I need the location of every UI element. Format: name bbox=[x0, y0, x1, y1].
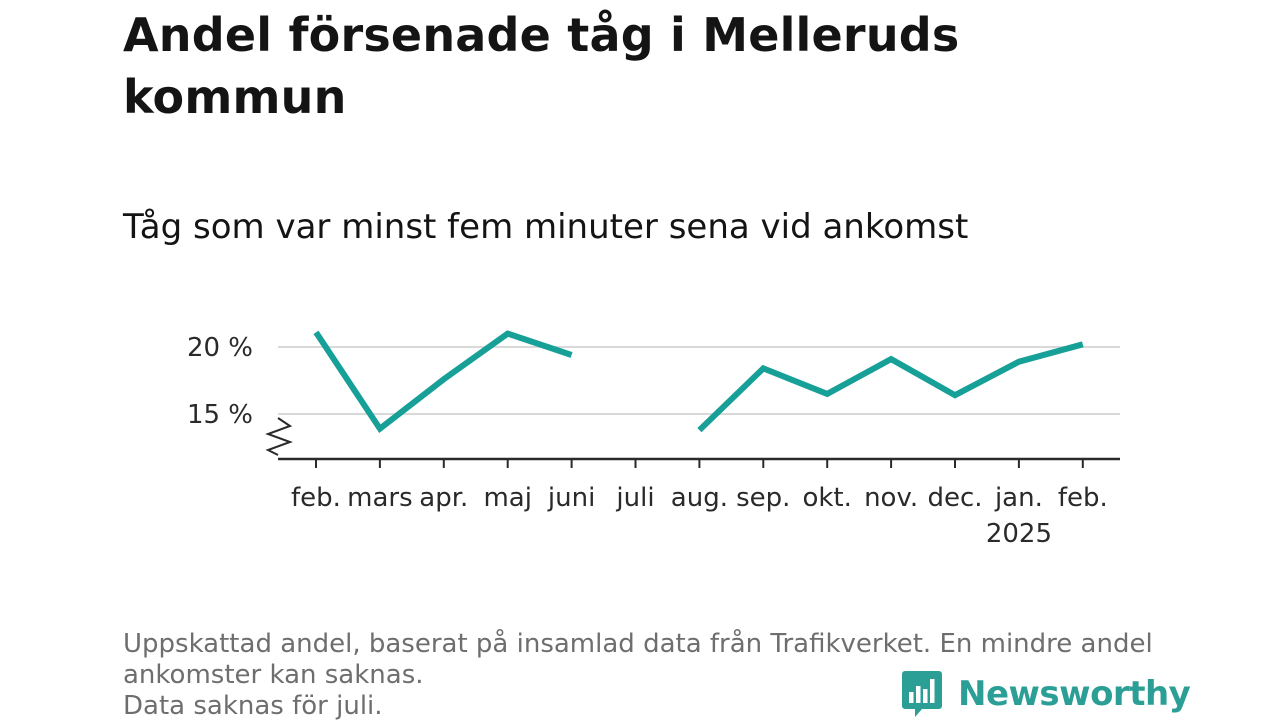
x-tick-label: mars bbox=[347, 483, 413, 513]
gridlines bbox=[278, 346, 1120, 415]
axis-break-icon bbox=[265, 417, 293, 456]
x-tick-label: aug. bbox=[671, 483, 728, 513]
y-tick-label: 15 % bbox=[187, 400, 253, 430]
x-tick-label: sep. bbox=[736, 483, 790, 513]
x-tick-label: nov. bbox=[864, 483, 918, 513]
x-tick-label: dec. bbox=[927, 483, 982, 513]
x-tick-year-label: 2025 bbox=[986, 519, 1052, 549]
x-tick-label: jan. bbox=[994, 483, 1043, 513]
x-tick-label: juli bbox=[615, 483, 654, 513]
y-tick-label: 20 % bbox=[187, 333, 253, 363]
footnote-source: Uppskattad andel, baserat på insamlad da… bbox=[123, 629, 1153, 690]
series-line bbox=[313, 330, 573, 434]
footnote: Uppskattad andel, baserat på insamlad da… bbox=[123, 629, 1153, 722]
x-tick-label: feb. bbox=[1058, 483, 1108, 513]
chart-title: Andel försenade tåg i Melleruds kommun bbox=[123, 8, 960, 124]
x-tick-label: okt. bbox=[802, 483, 851, 513]
y-axis-ticks: 15 % 20 % bbox=[187, 333, 253, 430]
x-axis-ticks: feb. mars apr. maj juni juli aug. sep. okt. nov. d… bbox=[291, 483, 1108, 549]
chart-subtitle: Tåg som var minst fem minuter sena vid a… bbox=[123, 207, 969, 247]
footnote-missing-data: Data saknas för juli. bbox=[123, 691, 383, 721]
x-tick-label: apr. bbox=[419, 483, 468, 513]
series-lines bbox=[313, 330, 1084, 434]
brand-name: Newsworthy bbox=[958, 674, 1191, 714]
x-tick-label: feb. bbox=[291, 483, 341, 513]
bar-chart-speech-bubble-icon bbox=[902, 671, 942, 717]
x-tick-label: juni bbox=[547, 483, 595, 513]
line-chart: 15 %20 % feb. mars apr. maj juni juli aug. sep.… bbox=[187, 330, 1120, 549]
x-axis bbox=[265, 417, 1120, 468]
series-line bbox=[697, 341, 1084, 433]
x-tick-label: maj bbox=[483, 483, 531, 513]
brand-logo: Newsworthy bbox=[902, 670, 1191, 718]
